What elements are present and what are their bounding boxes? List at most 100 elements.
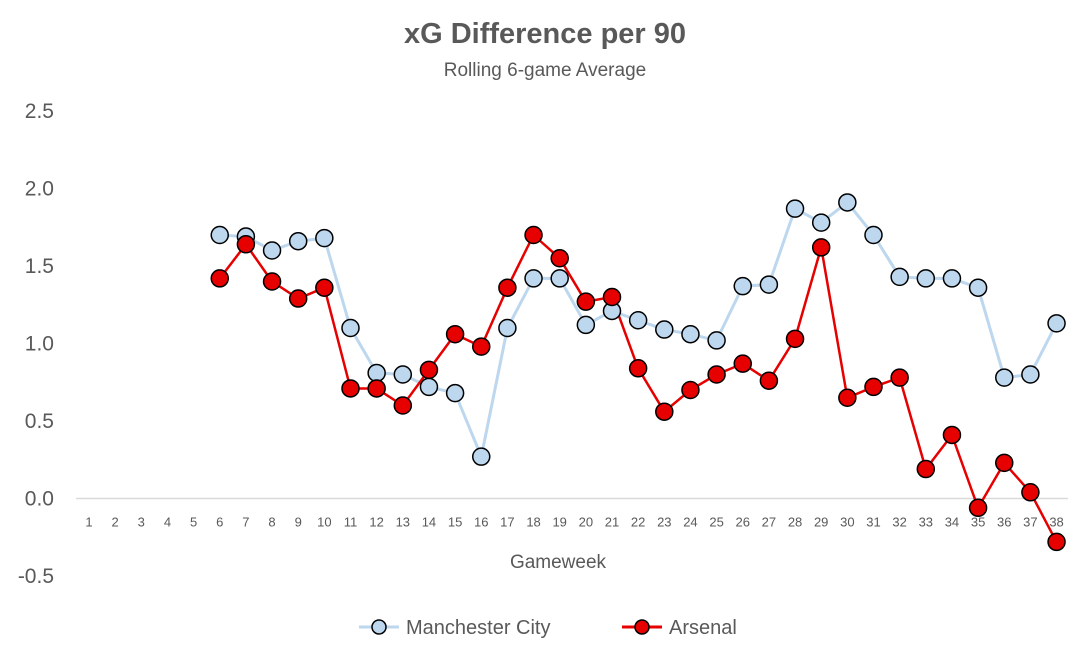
legend-swatch-marker bbox=[371, 619, 387, 635]
data-point-arsenal bbox=[838, 388, 857, 407]
x-axis-label: Gameweek bbox=[510, 552, 607, 573]
data-point-manchester-city bbox=[472, 447, 491, 466]
x-tick-label: 28 bbox=[788, 515, 802, 530]
data-point-arsenal bbox=[576, 292, 596, 311]
data-point-arsenal bbox=[367, 379, 386, 398]
data-point-manchester-city bbox=[315, 228, 334, 248]
x-tick-label: 34 bbox=[945, 515, 959, 530]
x-tick-label: 30 bbox=[840, 515, 854, 530]
data-point-manchester-city bbox=[210, 225, 229, 245]
x-tick-label: 33 bbox=[919, 515, 933, 530]
data-point-arsenal bbox=[655, 402, 674, 421]
data-point-arsenal bbox=[524, 225, 543, 245]
x-tick-label: 9 bbox=[295, 515, 302, 530]
data-point-manchester-city bbox=[445, 383, 465, 403]
x-tick-label: 26 bbox=[736, 515, 750, 530]
x-tick-label: 7 bbox=[242, 515, 249, 530]
x-axis-tick-labels: 1 2 3 4 5 6 7 8 9 10 11 12 13 14 15 16 17 18 19 20 21 22 23 24 2… bbox=[85, 515, 1063, 530]
x-tick-label: 18 bbox=[526, 515, 540, 530]
data-point-manchester-city bbox=[628, 311, 648, 330]
data-point-arsenal bbox=[916, 459, 936, 479]
x-tick-label: 14 bbox=[422, 515, 436, 530]
x-tick-label: 6 bbox=[216, 515, 223, 530]
data-point-manchester-city bbox=[262, 241, 282, 260]
data-point-manchester-city bbox=[942, 269, 962, 288]
x-tick-label: 29 bbox=[814, 515, 828, 530]
y-tick-label: 2.5 bbox=[25, 100, 54, 123]
x-tick-label: 31 bbox=[866, 515, 880, 530]
data-point-manchester-city bbox=[655, 320, 674, 339]
x-tick-label: 22 bbox=[631, 515, 645, 530]
x-tick-label: 35 bbox=[971, 515, 985, 530]
x-tick-label: 36 bbox=[997, 515, 1011, 530]
legend-swatch-marker bbox=[634, 619, 650, 635]
data-point-manchester-city bbox=[759, 275, 779, 294]
chart-title: xG Difference per 90 bbox=[404, 18, 686, 50]
y-tick-label: -0.5 bbox=[18, 565, 54, 588]
data-point-manchester-city bbox=[576, 315, 596, 335]
y-tick-label: 1.0 bbox=[25, 333, 54, 356]
data-point-arsenal bbox=[942, 425, 962, 445]
x-tick-label: 27 bbox=[762, 515, 776, 530]
x-tick-label: 4 bbox=[164, 515, 171, 530]
legend-item-manchester-city: Manchester City bbox=[359, 617, 551, 639]
data-point-manchester-city bbox=[707, 331, 726, 350]
chart-subtitle: Rolling 6-game Average bbox=[444, 60, 646, 81]
data-point-manchester-city bbox=[524, 269, 543, 288]
x-tick-label: 12 bbox=[369, 515, 383, 530]
data-point-manchester-city bbox=[393, 365, 413, 384]
x-tick-label: 25 bbox=[709, 515, 723, 530]
data-point-arsenal bbox=[864, 377, 883, 397]
legend-label: Manchester City bbox=[406, 617, 551, 639]
x-tick-label: 37 bbox=[1023, 515, 1037, 530]
data-point-arsenal bbox=[445, 324, 465, 344]
data-point-manchester-city bbox=[681, 324, 700, 344]
data-point-manchester-city bbox=[550, 269, 569, 288]
data-point-manchester-city bbox=[367, 363, 386, 383]
data-point-manchester-city bbox=[1047, 314, 1066, 333]
x-tick-label: 23 bbox=[657, 515, 671, 530]
data-point-arsenal bbox=[550, 249, 569, 268]
data-point-manchester-city bbox=[498, 318, 517, 338]
x-tick-label: 13 bbox=[396, 515, 410, 530]
legend-label: Arsenal bbox=[669, 617, 737, 639]
x-tick-label: 24 bbox=[683, 515, 697, 530]
x-tick-label: 17 bbox=[500, 515, 514, 530]
data-point-manchester-city bbox=[785, 199, 805, 218]
data-point-arsenal bbox=[890, 368, 909, 387]
data-point-arsenal bbox=[995, 453, 1014, 473]
data-point-arsenal bbox=[733, 354, 752, 373]
x-tick-label: 21 bbox=[605, 515, 619, 530]
data-point-arsenal bbox=[681, 380, 700, 400]
data-point-manchester-city bbox=[341, 318, 360, 338]
y-tick-label: 0.0 bbox=[25, 488, 54, 511]
data-point-arsenal bbox=[602, 287, 622, 307]
data-point-arsenal bbox=[262, 272, 282, 291]
y-tick-label: 0.5 bbox=[25, 410, 54, 433]
data-point-manchester-city bbox=[995, 368, 1014, 387]
data-point-arsenal bbox=[210, 269, 229, 288]
y-tick-label: 2.0 bbox=[25, 178, 54, 201]
y-tick-label: 1.5 bbox=[25, 255, 54, 278]
data-point-manchester-city bbox=[811, 213, 831, 232]
x-tick-label: 3 bbox=[138, 515, 145, 530]
y-axis-tick-labels: 2.5 2.0 1.5 1.0 0.5 0.0 -0.5 bbox=[18, 100, 54, 588]
data-point-arsenal bbox=[968, 498, 988, 518]
data-point-arsenal bbox=[1047, 532, 1066, 552]
data-point-manchester-city bbox=[733, 276, 752, 296]
data-point-manchester-city bbox=[916, 269, 936, 288]
data-point-arsenal bbox=[315, 278, 334, 297]
data-point-manchester-city bbox=[968, 278, 988, 297]
data-point-manchester-city bbox=[890, 267, 909, 287]
data-point-arsenal bbox=[288, 289, 308, 308]
data-point-arsenal bbox=[472, 337, 491, 356]
x-tick-label: 1 bbox=[85, 515, 92, 530]
legend: Manchester City Arsenal bbox=[359, 617, 737, 639]
x-tick-label: 11 bbox=[344, 515, 358, 530]
x-tick-label: 2 bbox=[112, 515, 119, 530]
data-point-arsenal bbox=[236, 235, 256, 254]
data-point-manchester-city bbox=[838, 193, 857, 212]
data-point-arsenal bbox=[498, 278, 517, 297]
x-tick-label: 10 bbox=[317, 515, 331, 530]
